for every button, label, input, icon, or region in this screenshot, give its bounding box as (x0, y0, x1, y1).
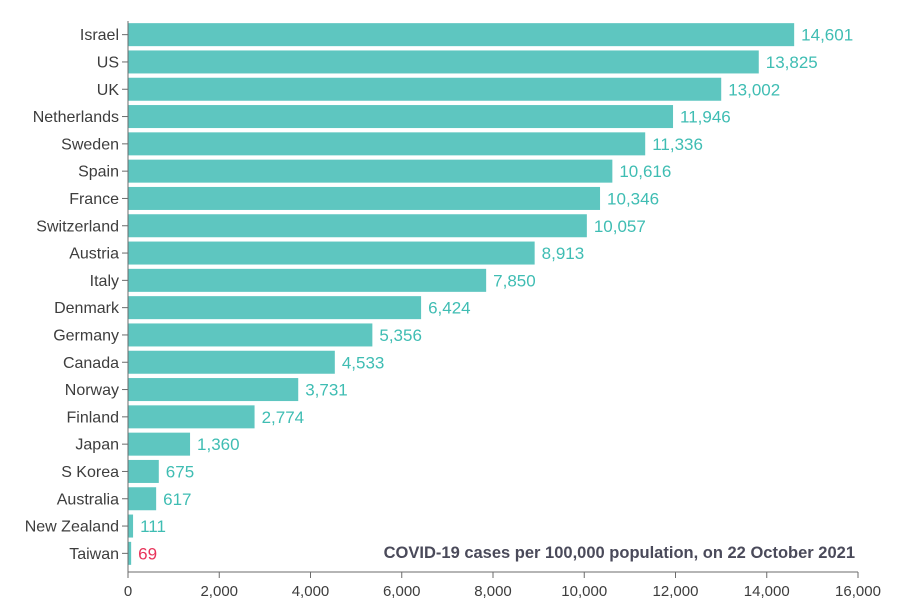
bar-norway (128, 378, 299, 402)
value-label-switzerland: 10,057 (594, 217, 646, 236)
bar-italy (128, 268, 487, 292)
value-label-germany: 5,356 (379, 326, 422, 345)
value-label-taiwan: 69 (138, 544, 157, 563)
value-label-norway: 3,731 (305, 381, 348, 400)
bar-austria (128, 241, 535, 265)
value-label-australia: 617 (163, 490, 191, 509)
value-label-austria: 8,913 (542, 244, 585, 263)
value-label-sweden: 11,336 (652, 135, 703, 154)
category-label-sweden: Sweden (61, 136, 119, 153)
value-label-denmark: 6,424 (428, 299, 471, 318)
bar-uk (128, 77, 722, 101)
category-label-new-zealand: New Zealand (25, 519, 119, 536)
bar-taiwan (128, 541, 132, 565)
x-tick-label-16000: 16,000 (835, 583, 881, 600)
bar-new-zealand (128, 514, 134, 538)
category-label-germany: Germany (53, 327, 119, 344)
category-label-spain: Spain (78, 164, 119, 181)
category-label-austria: Austria (69, 246, 119, 263)
category-label-italy: Italy (90, 273, 119, 290)
value-labels: 14,601 13,825 13,002 11,946 11,336 10,616 10,3… (138, 26, 853, 564)
bar-netherlands (128, 105, 674, 129)
x-tick-label-6000: 6,000 (383, 583, 421, 600)
x-tick-label-10000: 10,000 (561, 583, 607, 600)
bar-sweden (128, 132, 646, 156)
category-label-us: US (97, 54, 119, 71)
value-label-canada: 4,533 (342, 353, 385, 372)
category-label-switzerland: Switzerland (36, 218, 119, 235)
value-label-s-korea: 675 (166, 462, 194, 481)
category-label-uk: UK (97, 82, 120, 99)
category-label-taiwan: Taiwan (69, 546, 119, 563)
value-label-spain: 10,616 (619, 162, 671, 181)
bars-group (128, 23, 795, 565)
bar-s-korea (128, 459, 159, 483)
value-label-us: 13,825 (766, 53, 818, 72)
category-label-finland: Finland (67, 409, 119, 426)
x-tick-label-14000: 14,000 (744, 583, 790, 600)
chart-title: COVID-19 cases per 100,000 population, o… (384, 544, 855, 562)
x-tick-label-12000: 12,000 (653, 583, 699, 600)
bar-israel (128, 23, 795, 47)
value-label-finland: 2,774 (262, 408, 305, 427)
value-label-france: 10,346 (607, 189, 659, 208)
category-label-australia: Australia (57, 491, 119, 508)
category-label-israel: Israel (80, 27, 119, 44)
bar-germany (128, 323, 373, 347)
bar-denmark (128, 296, 422, 320)
bar-france (128, 186, 601, 210)
category-label-france: France (69, 191, 119, 208)
category-labels: Israel US UK Netherlands Sweden Spain France Sw… (25, 27, 120, 563)
value-label-netherlands: 11,946 (680, 108, 731, 127)
value-label-italy: 7,850 (493, 271, 536, 290)
category-label-japan: Japan (75, 437, 119, 454)
category-label-canada: Canada (63, 355, 119, 372)
category-label-norway: Norway (65, 382, 119, 399)
x-tick-label-2000: 2,000 (200, 583, 238, 600)
bar-switzerland (128, 214, 587, 238)
bar-spain (128, 159, 613, 183)
axes: 0 2,000 4,000 6,000 8,000 10,000 12,000 14,000 1… (122, 21, 881, 600)
bar-us (128, 50, 759, 74)
bar-australia (128, 487, 157, 511)
x-tick-label-8000: 8,000 (474, 583, 512, 600)
value-label-israel: 14,601 (801, 26, 853, 45)
x-tick-label-4000: 4,000 (292, 583, 330, 600)
x-tick-label-0: 0 (124, 583, 132, 600)
value-label-uk: 13,002 (728, 80, 780, 99)
bar-canada (128, 350, 335, 374)
bar-finland (128, 405, 255, 429)
category-label-netherlands: Netherlands (33, 109, 119, 126)
value-label-japan: 1,360 (197, 435, 240, 454)
bar-japan (128, 432, 191, 456)
category-label-denmark: Denmark (54, 300, 120, 317)
value-label-new-zealand: 111 (140, 517, 166, 536)
category-label-s-korea: S Korea (61, 464, 119, 481)
